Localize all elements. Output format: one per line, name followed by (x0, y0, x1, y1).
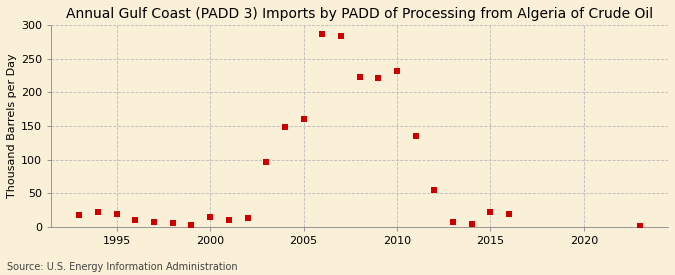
Text: Source: U.S. Energy Information Administration: Source: U.S. Energy Information Administ… (7, 262, 238, 272)
Y-axis label: Thousand Barrels per Day: Thousand Barrels per Day (7, 54, 17, 198)
Point (373, 76, 384, 80)
Point (167, 221, 178, 225)
Point (279, 125, 290, 130)
Point (485, 210, 496, 214)
Point (504, 212, 514, 216)
Point (205, 215, 215, 219)
Point (298, 117, 309, 122)
Point (261, 160, 271, 164)
Point (392, 69, 402, 74)
Point (354, 75, 365, 80)
Point (186, 223, 197, 227)
Point (242, 215, 253, 220)
Point (92, 210, 103, 214)
Point (429, 188, 440, 192)
Point (335, 34, 346, 38)
Point (410, 134, 421, 138)
Point (317, 31, 327, 36)
Point (130, 218, 141, 222)
Point (74, 213, 84, 217)
Point (448, 219, 458, 224)
Point (111, 212, 122, 216)
Point (634, 224, 645, 228)
Point (466, 222, 477, 227)
Point (148, 220, 159, 224)
Point (223, 218, 234, 222)
Title: Annual Gulf Coast (PADD 3) Imports by PADD of Processing from Algeria of Crude O: Annual Gulf Coast (PADD 3) Imports by PA… (66, 7, 653, 21)
